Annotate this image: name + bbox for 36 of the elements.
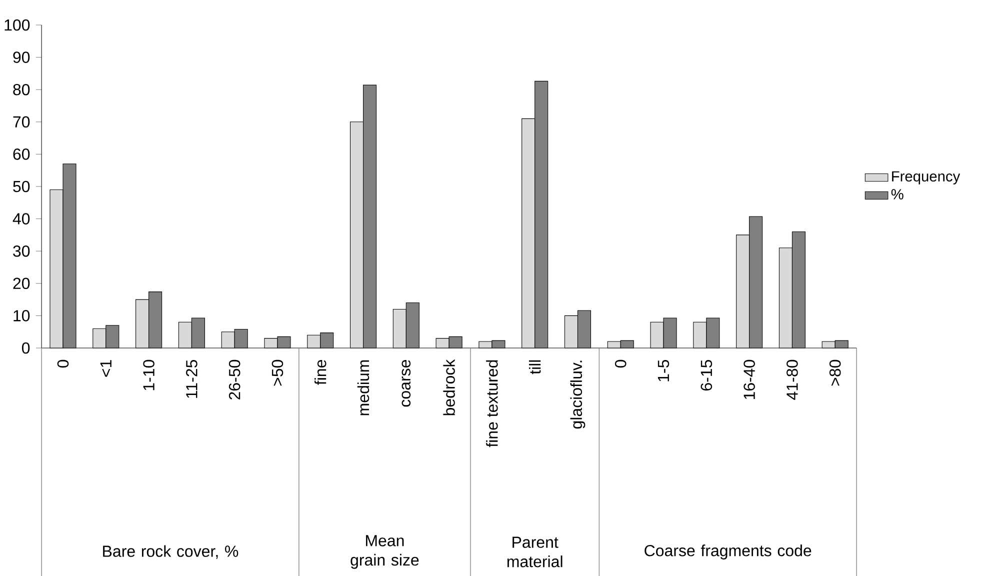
y-tick-label: 60 — [13, 148, 30, 160]
x-tick-label: >50 — [272, 360, 284, 386]
y-tick-label: 10 — [14, 310, 30, 322]
legend-label: % — [891, 189, 904, 200]
x-tick-label: 0 — [57, 360, 69, 368]
x-tick-label: 6-15 — [700, 360, 712, 390]
x-tick-label: 16-40 — [744, 360, 755, 399]
x-tick-label: 11-25 — [186, 360, 198, 398]
x-tick-label: coarse — [402, 360, 411, 407]
x-tick-label: 26-50 — [228, 360, 240, 400]
x-tick-label: >80 — [829, 360, 841, 386]
x-tick-label: glaciofluv. — [570, 360, 586, 429]
x-tick-label: till — [528, 360, 541, 374]
text: Mean grain size — [350, 535, 419, 569]
y-tick-label: 30 — [13, 245, 30, 257]
y-tick-label: 50 — [13, 180, 30, 192]
x-tick-label: 41-80 — [786, 360, 798, 400]
text: Parent material — [507, 536, 562, 568]
y-tick-label: 40 — [12, 213, 30, 224]
y-tick-label: 90 — [13, 52, 30, 63]
x-tick-label: 1-10 — [143, 360, 154, 390]
x-tick-label: <1 — [100, 360, 112, 377]
x-tick-label: bedrock — [443, 359, 455, 416]
text: Bare rock cover, % — [103, 545, 238, 559]
x-tick-label: fine — [314, 360, 326, 385]
x-tick-label: 1-5 — [658, 360, 670, 382]
text: Coarse fragments code — [644, 544, 812, 560]
y-tick-label: 20 — [13, 278, 30, 290]
x-tick-label: medium — [357, 360, 370, 416]
x-tick-label: fine textured — [486, 360, 498, 448]
y-tick-label: 0 — [22, 342, 30, 354]
y-tick-label: 80 — [13, 84, 30, 96]
x-tick-label: 0 — [614, 360, 626, 368]
y-tick-label: 70 — [13, 116, 30, 128]
y-tick-label: 100 — [4, 19, 30, 31]
legend-label: Frequency — [892, 171, 960, 184]
